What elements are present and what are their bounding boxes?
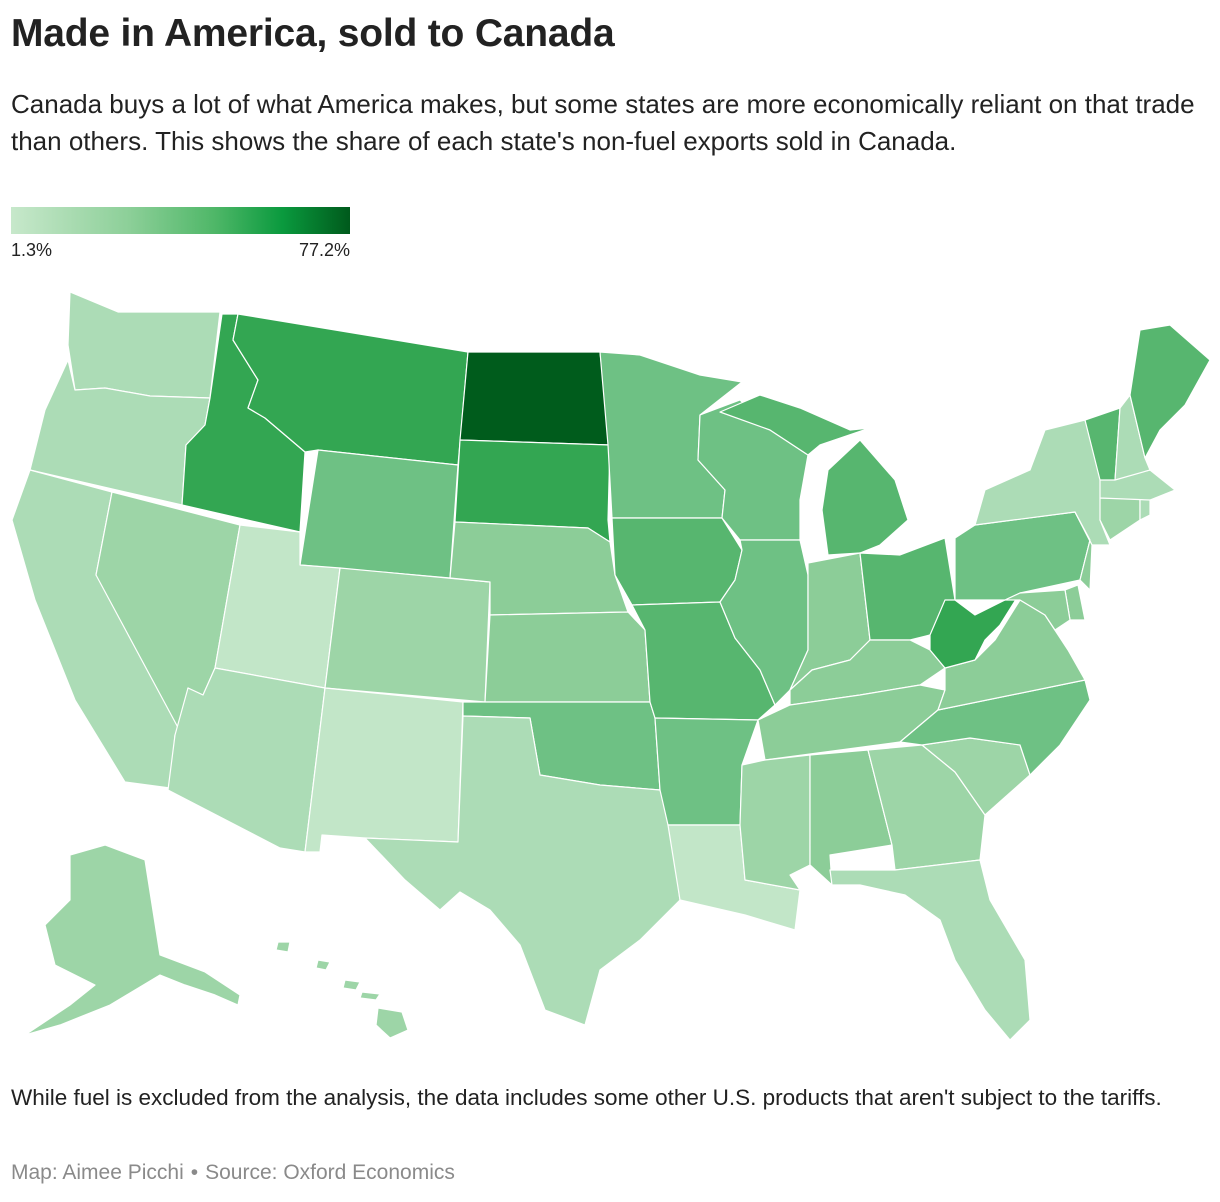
us-choropleth-map xyxy=(11,291,1211,1041)
state-florida[interactable] xyxy=(829,859,1031,1041)
state-north-dakota[interactable] xyxy=(459,351,611,446)
state-colorado[interactable] xyxy=(324,567,491,703)
state-illinois[interactable] xyxy=(719,539,809,706)
color-legend: 1.3% 77.2% xyxy=(11,207,350,261)
state-west-virginia[interactable] xyxy=(929,592,1021,669)
state-rhode-island[interactable] xyxy=(1139,497,1151,521)
chart-subtitle: Canada buys a lot of what America makes,… xyxy=(11,89,1195,156)
state-new-jersey[interactable] xyxy=(1074,511,1093,591)
state-virginia[interactable] xyxy=(937,599,1086,711)
state-maryland[interactable] xyxy=(1004,589,1071,631)
credit-separator: • xyxy=(190,1161,199,1184)
credit-map: Map: Aimee Picchi xyxy=(11,1161,184,1184)
state-texas[interactable] xyxy=(364,715,681,1026)
state-hawaii[interactable] xyxy=(275,941,409,1039)
legend-labels: 1.3% 77.2% xyxy=(11,240,350,261)
state-wyoming[interactable] xyxy=(299,449,459,579)
state-alaska[interactable] xyxy=(24,844,241,1036)
legend-min-label: 1.3% xyxy=(11,240,53,260)
state-north-carolina[interactable] xyxy=(899,679,1091,776)
state-maine[interactable] xyxy=(1129,324,1211,459)
state-michigan[interactable] xyxy=(719,394,909,556)
state-washington[interactable] xyxy=(67,291,221,399)
legend-gradient-bar xyxy=(11,207,350,234)
footnote: While fuel is excluded from the analysis… xyxy=(11,1085,1162,1110)
state-new-hampshire[interactable] xyxy=(1114,394,1151,481)
state-new-mexico[interactable] xyxy=(304,687,464,853)
legend-max-label: 77.2% xyxy=(298,240,350,260)
state-kansas[interactable] xyxy=(484,611,651,703)
credit-line: Map: Aimee Picchi • Source: Oxford Economi… xyxy=(11,1161,455,1185)
chart-title: Made in America, sold to Canada xyxy=(11,12,615,55)
state-iowa[interactable] xyxy=(611,517,743,606)
credit-source: Source: Oxford Economics xyxy=(205,1161,455,1184)
state-mississippi[interactable] xyxy=(739,754,811,891)
state-arizona[interactable] xyxy=(167,667,326,853)
